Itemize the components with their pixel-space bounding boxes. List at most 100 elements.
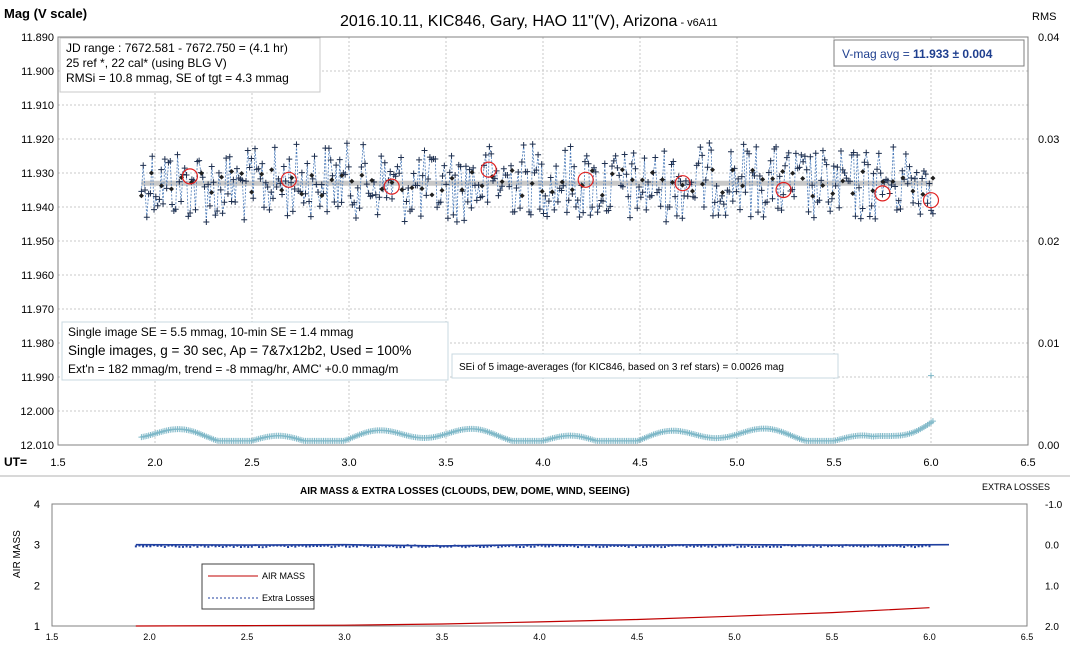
extra-losses-point	[714, 546, 717, 549]
magnitude-point	[414, 182, 421, 189]
top-y-tick-label: 11.970	[21, 304, 54, 316]
ten-min-average-point	[539, 188, 545, 194]
extra-losses-point	[392, 545, 395, 548]
extra-losses-point	[794, 545, 797, 548]
extra-losses-point	[486, 545, 489, 548]
ten-min-average-point	[920, 191, 926, 197]
magnitude-point	[558, 187, 565, 194]
magnitude-point	[154, 202, 161, 209]
magnitude-point	[791, 193, 798, 200]
top-y-tick-label: 11.920	[21, 134, 54, 146]
magnitude-point	[764, 199, 771, 206]
magnitude-point	[360, 141, 367, 148]
extra-losses-point	[747, 545, 750, 548]
magnitude-point	[215, 169, 222, 176]
magnitude-point	[142, 186, 149, 193]
magnitude-point	[847, 178, 854, 185]
magnitude-point	[567, 143, 574, 150]
magnitude-point	[500, 165, 507, 172]
extra-losses-point	[566, 544, 569, 547]
extra-losses-point	[917, 545, 920, 548]
magnitude-point	[643, 206, 650, 213]
top-plot-frame	[57, 36, 1029, 446]
magnitude-point	[854, 151, 861, 158]
five-image-average-circle	[874, 185, 891, 202]
magnitude-point	[639, 189, 646, 196]
magnitude-point	[920, 168, 927, 175]
ten-min-average-point	[509, 167, 515, 173]
magnitude-point	[313, 181, 320, 188]
magnitude-point	[376, 194, 383, 201]
ten-min-average-point	[429, 192, 435, 198]
magnitude-point	[212, 212, 219, 219]
magnitude-point	[389, 195, 396, 202]
ten-min-average-point	[840, 178, 846, 184]
extra-losses-point	[500, 545, 503, 548]
extra-losses-point	[801, 545, 804, 548]
magnitude-point	[439, 172, 446, 179]
ten-min-average-point	[810, 193, 816, 199]
top-y-tick-label: 11.980	[21, 338, 54, 350]
extra-losses-point	[526, 544, 529, 547]
bottom-y2-tick-label: 1.0	[1045, 581, 1059, 592]
magnitude-point	[630, 149, 637, 156]
magnitude-point	[553, 163, 560, 170]
magnitude-point	[408, 206, 415, 213]
extra-losses-point	[388, 545, 391, 548]
five-image-average-circle	[181, 168, 199, 185]
five-image-average-circle	[674, 175, 691, 192]
magnitude-point	[899, 167, 906, 174]
extra-losses-point	[573, 545, 576, 548]
magnitude-point	[700, 203, 707, 210]
extra-losses-point	[707, 545, 710, 548]
magnitude-point	[612, 152, 619, 159]
ten-min-average-point	[289, 175, 295, 181]
magnitude-point	[601, 160, 608, 167]
extra-losses-point	[819, 545, 822, 548]
magnitude-point	[246, 164, 253, 171]
ten-min-average-point	[138, 193, 144, 199]
ten-min-average-point	[209, 189, 215, 195]
ten-min-average-point	[679, 182, 685, 188]
top-y-tick-label: 11.930	[21, 168, 54, 180]
extra-losses-point	[399, 546, 402, 549]
extra-losses-point	[145, 545, 148, 548]
magnitude-point	[810, 214, 817, 221]
magnitude-point	[563, 209, 570, 216]
top-x-tick-label: 6.0	[923, 457, 938, 469]
magnitude-point	[816, 197, 823, 204]
extra-losses-point	[152, 544, 155, 547]
magnitude-point	[275, 175, 282, 182]
magnitude-point	[517, 205, 524, 212]
magnitude-point	[176, 178, 183, 185]
magnitude-point	[524, 168, 531, 175]
magnitude-point	[289, 208, 296, 215]
ten-min-average-point	[319, 193, 325, 199]
magnitude-point	[774, 205, 781, 212]
extra-losses-point	[805, 544, 808, 547]
magnitude-point	[453, 218, 460, 225]
magnitude-point	[769, 195, 776, 202]
extra-losses-point	[442, 545, 445, 548]
extra-losses-point	[595, 545, 598, 548]
magnitude-point	[789, 186, 796, 193]
extra-losses-point	[924, 544, 927, 547]
magnitude-point	[778, 207, 785, 214]
magnitude-point	[583, 152, 590, 159]
magnitude-point	[837, 148, 844, 155]
magnitude-point	[147, 190, 154, 197]
ten-min-average-point	[569, 187, 575, 193]
bottom-x-tick-label: 6.0	[923, 632, 936, 642]
magnitude-point	[928, 207, 935, 214]
magnitude-point	[623, 171, 630, 178]
extra-losses-point	[732, 544, 735, 547]
ten-min-average-point	[168, 186, 174, 192]
magnitude-point	[857, 215, 864, 222]
magnitude-point	[747, 213, 754, 220]
magnitude-point	[607, 203, 614, 210]
extra-losses-point	[341, 544, 344, 547]
magnitude-point	[210, 179, 217, 186]
magnitude-point	[738, 173, 745, 180]
magnitude-point	[149, 153, 156, 160]
magnitude-point	[648, 192, 655, 199]
